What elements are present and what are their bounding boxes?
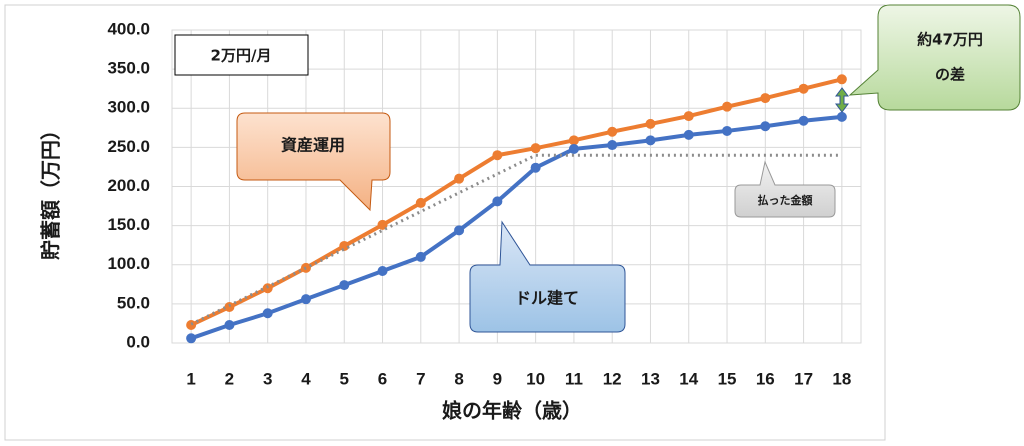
x-tick-label: 4 (301, 369, 311, 388)
point (568, 143, 579, 154)
callout (236, 112, 391, 212)
x-tick-label: 7 (416, 369, 425, 388)
x-tick-label: 1 (186, 369, 195, 388)
point (224, 320, 235, 331)
point (607, 126, 618, 137)
y-tick-label: 400.0 (107, 19, 150, 38)
difference-arrow (835, 87, 849, 113)
point (836, 74, 847, 85)
x-tick-label: 12 (603, 369, 622, 388)
callout-text: の差 (935, 66, 965, 84)
point (683, 129, 694, 140)
point (760, 93, 771, 104)
note-box (174, 34, 309, 76)
x-tick-label: 10 (526, 369, 545, 388)
point (377, 219, 388, 230)
grid (171, 29, 862, 344)
x-tick-label: 18 (832, 369, 851, 388)
point (186, 333, 197, 344)
point (377, 266, 388, 277)
x-tick-label: 11 (565, 369, 583, 388)
x-tick-label: 16 (756, 369, 775, 388)
point (645, 135, 656, 146)
point (492, 150, 503, 161)
point (186, 320, 197, 331)
point (492, 196, 503, 207)
point (454, 225, 465, 236)
y-tick-label: 50.0 (117, 293, 150, 312)
series-line (190, 153, 842, 326)
point (798, 83, 809, 94)
y-axis-label: 貯蓄額（万円） (39, 120, 63, 260)
point (262, 308, 273, 319)
x-tick-label: 9 (493, 369, 502, 388)
callout (848, 4, 1021, 111)
x-tick-label: 14 (679, 369, 698, 388)
point (454, 173, 465, 184)
point (722, 101, 733, 112)
point (530, 162, 541, 173)
callout-text: 資産運用 (281, 136, 345, 155)
point (415, 197, 426, 208)
chart-frame (4, 4, 886, 441)
series-line (190, 114, 843, 341)
callout-text: ドル建て (515, 289, 579, 308)
point (568, 135, 579, 146)
x-tick-label: 17 (794, 369, 813, 388)
x-tick-label: 6 (378, 369, 387, 388)
x-tick-label: 5 (340, 369, 349, 388)
point (607, 140, 618, 151)
y-tick-label: 300.0 (107, 98, 150, 117)
x-tick-label: 8 (454, 369, 463, 388)
point (798, 115, 809, 126)
x-tick-label: 15 (718, 369, 737, 388)
point (224, 302, 235, 313)
y-tick-label: 350.0 (107, 59, 150, 78)
y-tick-label: 0.0 (126, 332, 150, 351)
point (760, 121, 771, 132)
note-text: 2万円/月 (211, 47, 272, 65)
callout-text: 払った金額 (758, 193, 813, 207)
y-tick-label: 100.0 (107, 254, 150, 273)
y-tick-label: 150.0 (107, 215, 150, 234)
callout-text: 約47万円 (917, 31, 983, 49)
y-tick-label: 250.0 (107, 137, 150, 156)
plot (186, 74, 847, 344)
x-tick-label: 2 (225, 369, 234, 388)
x-tick-label: 13 (641, 369, 660, 388)
point (300, 294, 311, 305)
callout (469, 220, 626, 333)
point (339, 280, 350, 291)
point (415, 251, 426, 262)
point (530, 143, 541, 154)
point (722, 125, 733, 136)
plot-border (171, 29, 862, 344)
x-tick-label: 3 (263, 369, 272, 388)
y-tick-label: 200.0 (107, 176, 150, 195)
point (339, 240, 350, 251)
point (645, 118, 656, 129)
point (836, 111, 847, 122)
callout (734, 160, 836, 218)
x-axis-label: 娘の年齢（歳） (442, 399, 582, 423)
point (683, 111, 694, 122)
